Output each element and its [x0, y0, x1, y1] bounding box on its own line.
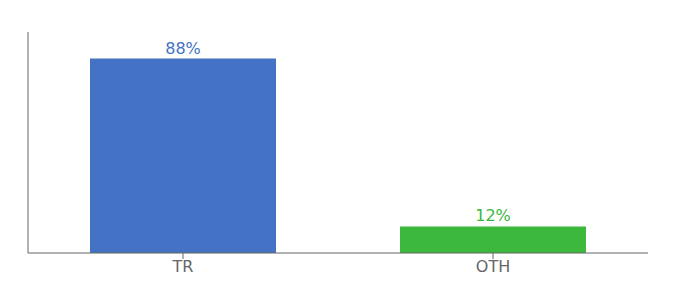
svg-text:OTH: OTH	[476, 257, 510, 276]
svg-text:88%: 88%	[165, 39, 201, 58]
svg-text:TR: TR	[172, 257, 194, 276]
svg-text:12%: 12%	[475, 206, 511, 225]
